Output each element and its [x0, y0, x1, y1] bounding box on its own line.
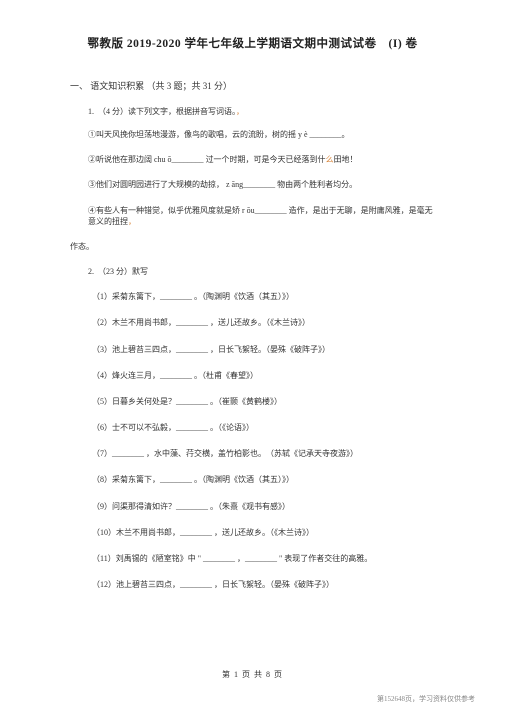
- q1-l4a: ④有些人有一种错觉，似乎优雅风度就是矫: [88, 206, 240, 215]
- q1-l2d: 么: [326, 155, 334, 164]
- q1-l2b: chu ō________: [154, 155, 204, 164]
- q1-line3: ③他们对圆明园进行了大规模的劫掠， z āng________ 物由两个胜利者均…: [88, 179, 435, 190]
- orange-dot: ，: [236, 107, 244, 116]
- q2-item: （6）士不可以不弘毅，________ 。（《论语》）: [92, 422, 435, 433]
- q1-l1b: y è ________。: [298, 130, 350, 139]
- q2-item: （4）烽火连三月，________ 。（杜甫《春望》）: [92, 370, 435, 381]
- q1-l4b: r ōu________: [242, 206, 287, 215]
- q2-stem: 2. （23 分）默写: [88, 266, 435, 277]
- page-title: 鄂教版 2019-2020 学年七年级上学期语文期中测试试卷 (I) 卷: [70, 35, 435, 51]
- q1-line1: ①叫天风挽你坦荡地漫游，像鸟的歌唱，云的流盼，树的摇 y è ________。: [88, 129, 435, 140]
- q1-stem: 1. （4 分）读下列文字，根据拼音写词语。，: [88, 106, 435, 117]
- q2-item: （3）池上碧苔三四点，________ ，日长飞絮轻。（晏殊《破阵子》）: [92, 344, 435, 355]
- q1-l2e: 田地！: [334, 155, 358, 164]
- q2-item: （9）问渠那得清如许？________ 。（朱熹《观书有感》）: [92, 501, 435, 512]
- q2-item: （5）日暮乡关何处是？________ 。（崔颢《黄鹤楼》）: [92, 396, 435, 407]
- q2-item: （10）木兰不用尚书郎，________ ，送儿还故乡。（《木兰诗》）: [92, 527, 435, 538]
- q1-line4: ④有些人有一种错觉，似乎优雅风度就是矫 r ōu________ 造作，是出于无…: [88, 205, 435, 227]
- page-number: 第 1 页 共 8 页: [0, 669, 505, 680]
- q1-line4-end: 作态。: [70, 241, 435, 252]
- orange-dot2: ，: [128, 217, 136, 226]
- q1-line2: ②听说他在那边阔 chu ō________ 过一个时期，可是今天已经落到什么田…: [88, 154, 435, 165]
- q2-item: （2）木兰不用尚书郎，________ ，送儿还故乡。（《木兰诗》）: [92, 317, 435, 328]
- footer-text: 第152648页，学习资料仅供参考: [377, 694, 475, 704]
- q1-l3a: ③他们对圆明园进行了大规模的劫掠，: [88, 180, 224, 189]
- q1-l1a: ①叫天风挽你坦荡地漫游，像鸟的歌唱，云的流盼，树的摇: [88, 130, 296, 139]
- section-heading: 一、 语文知识积累 （共 3 题；共 31 分）: [70, 79, 435, 92]
- q1-l2c: 过一个时期，可是今天已经落到什: [206, 155, 326, 164]
- q2-item: （8）采菊东篱下，________ 。（陶渊明《饮酒（其五）》）: [92, 474, 435, 485]
- q1-l3b: z āng________: [226, 180, 275, 189]
- q1-stem-text: 1. （4 分）读下列文字，根据拼音写词语。: [88, 107, 236, 116]
- q2-item: （11）刘禹锡的《陋室铭》中 " ________ ，________ " 表现…: [92, 553, 435, 564]
- q1-l2a: ②听说他在那边阔: [88, 155, 152, 164]
- q2-item: （12）池上碧苔三四点，________ ，日长飞絮轻。（晏殊《破阵子》）: [92, 579, 435, 590]
- q2-item: （1）采菊东篱下，________ 。（陶渊明《饮酒（其五）》）: [92, 291, 435, 302]
- q2-item: （7）________ ，水中藻、荇交横，盖竹柏影也。 （苏轼《记承天寺夜游》）: [92, 448, 435, 459]
- document-page: 鄂教版 2019-2020 学年七年级上学期语文期中测试试卷 (I) 卷 一、 …: [0, 0, 505, 714]
- q1-l3c: 物由两个胜利者均分。: [277, 180, 357, 189]
